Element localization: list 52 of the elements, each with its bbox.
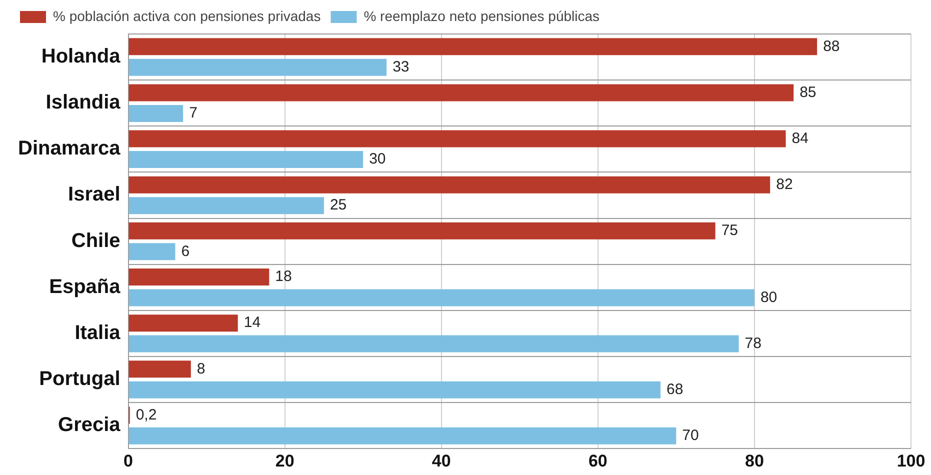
x-tick-label: 0 (124, 451, 134, 470)
data-label: 0,2 (136, 406, 157, 424)
bar (128, 268, 270, 286)
y-tick-label: Italia (74, 322, 122, 344)
bar (128, 289, 754, 306)
y-tick-label: Islandia (46, 92, 122, 114)
y-tick-label: Grecia (58, 414, 122, 436)
bar (128, 381, 661, 398)
bar (128, 427, 676, 444)
bar (128, 360, 191, 378)
x-tick-label: 20 (275, 451, 294, 470)
legend-label: % población activa con pensiones privadas (53, 8, 321, 24)
data-label: 33 (392, 58, 410, 76)
data-label: 84 (792, 130, 808, 147)
y-tick-label: Holanda (41, 46, 122, 68)
data-label: 30 (369, 150, 386, 168)
data-label: 88 (823, 38, 840, 55)
data-label: 78 (744, 334, 762, 352)
data-label: 14 (244, 314, 261, 332)
bar (128, 84, 794, 102)
data-label: 25 (330, 196, 347, 214)
data-label: 8 (196, 360, 206, 378)
data-label: 85 (800, 84, 816, 101)
y-tick-label: Portugal (39, 368, 120, 390)
bar (128, 151, 364, 168)
x-tick-label: 80 (744, 451, 764, 470)
bar (128, 243, 176, 260)
bar (128, 130, 786, 148)
bar (128, 104, 184, 122)
data-label: 80 (760, 288, 778, 306)
bar (128, 222, 716, 240)
y-tick-label: España (49, 276, 122, 298)
y-tick-label: Israel (68, 184, 120, 206)
x-tick-label: 100 (896, 451, 926, 470)
data-label: 70 (682, 427, 699, 444)
y-tick-label: Chile (71, 230, 120, 252)
data-label: 68 (666, 381, 684, 398)
x-tick-label: 60 (588, 451, 608, 470)
bar (128, 197, 324, 214)
legend-label: % reemplazo neto pensiones públicas (364, 8, 600, 24)
bar (128, 314, 238, 332)
data-label: 6 (181, 242, 190, 260)
y-tick-label: Dinamarca (18, 138, 122, 160)
data-label: 7 (189, 104, 198, 122)
data-label: 75 (721, 222, 738, 240)
x-tick-label: 40 (432, 451, 451, 470)
data-label: 18 (275, 268, 292, 286)
bar (128, 176, 770, 194)
bar (128, 335, 739, 352)
bar (128, 38, 818, 56)
bar (128, 58, 387, 76)
data-label: 82 (776, 176, 793, 194)
